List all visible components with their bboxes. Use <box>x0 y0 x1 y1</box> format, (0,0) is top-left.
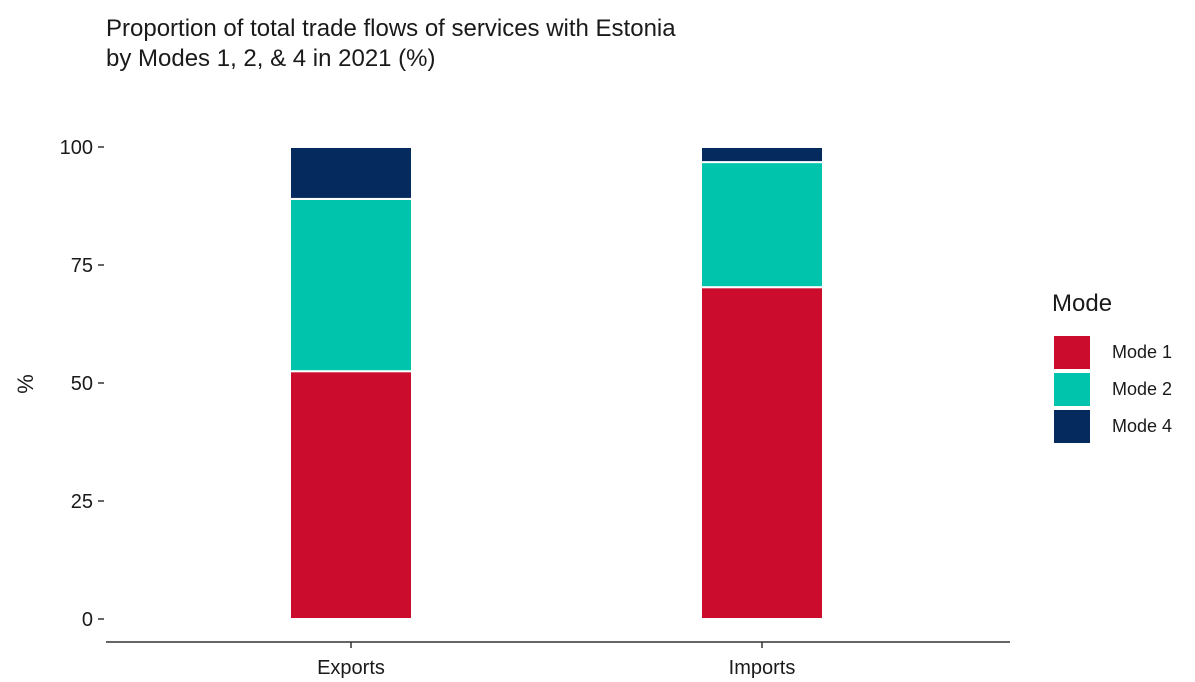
legend-swatch <box>1052 371 1092 408</box>
bar-layer <box>289 146 824 621</box>
legend-title: Mode <box>1052 290 1113 317</box>
y-tick-label: 75 <box>71 255 93 277</box>
y-axis-title: % <box>13 374 38 394</box>
legend-item-mode-2: Mode 2 <box>1052 371 1172 408</box>
y-tick-label: 0 <box>82 609 93 631</box>
y-tick-label: 100 <box>60 137 93 159</box>
chart-title-line-1: Proportion of total trade flows of servi… <box>106 15 676 42</box>
legend-label: Mode 4 <box>1112 416 1173 436</box>
legend-label: Mode 1 <box>1112 342 1173 362</box>
bar-imports-mode-4 <box>700 146 824 164</box>
bar-exports-mode-1 <box>289 370 413 621</box>
legend-swatch <box>1052 334 1092 371</box>
chart-title: Proportion of total trade flows of servi… <box>106 14 676 74</box>
legend-swatch <box>1052 408 1092 445</box>
legend-item-mode-4: Mode 4 <box>1052 408 1172 445</box>
x-tick-label-exports: Exports <box>317 657 385 679</box>
legend-label: Mode 2 <box>1112 379 1173 399</box>
y-axis: 0 25 50 75 100 <box>60 137 104 631</box>
x-axis: Exports Imports <box>317 642 795 679</box>
chart-title-line-2: by Modes 1, 2, & 4 in 2021 (%) <box>106 45 436 72</box>
y-tick-label: 25 <box>71 491 93 513</box>
legend-item-mode-1: Mode 1 <box>1052 334 1172 371</box>
bar-imports-mode-2 <box>700 161 824 289</box>
legend-items: Mode 1 Mode 2 Mode 4 <box>1052 334 1172 445</box>
bar-imports-mode-1 <box>700 286 824 620</box>
bar-exports-mode-2 <box>289 197 413 373</box>
y-tick-label: 50 <box>71 373 93 395</box>
x-tick-label-imports: Imports <box>729 657 796 679</box>
bar-exports-mode-4 <box>289 146 413 200</box>
legend: Mode Mode 1 Mode 2 Mode 4 <box>1052 290 1172 445</box>
